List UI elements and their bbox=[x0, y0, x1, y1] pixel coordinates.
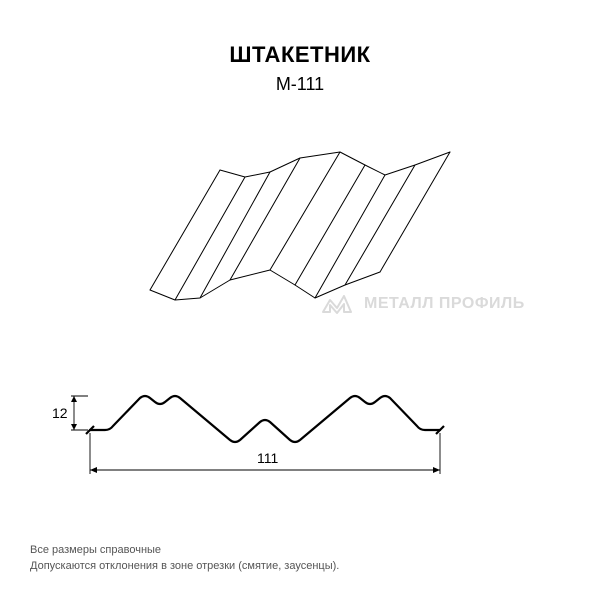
dimension-width-label: 111 bbox=[253, 450, 282, 466]
brand-watermark: МЕТАЛЛ ПРОФИЛЬ bbox=[320, 290, 525, 318]
brand-watermark-text: МЕТАЛЛ ПРОФИЛЬ bbox=[364, 295, 525, 313]
footnote-line-1: Все размеры справочные bbox=[30, 544, 161, 556]
cross-section-drawing bbox=[60, 380, 540, 490]
product-title: ШТАКЕТНИК bbox=[0, 42, 600, 68]
page: ШТАКЕТНИК М-111 МЕТАЛЛ ПРОФИЛЬ 12 111 Вс… bbox=[0, 0, 600, 600]
dimension-height-label: 12 bbox=[52, 405, 68, 421]
product-model: М-111 bbox=[0, 74, 600, 95]
brand-logo-icon bbox=[320, 290, 354, 318]
footnote-line-2: Допускаются отклонения в зоне отрезки (с… bbox=[30, 560, 339, 572]
